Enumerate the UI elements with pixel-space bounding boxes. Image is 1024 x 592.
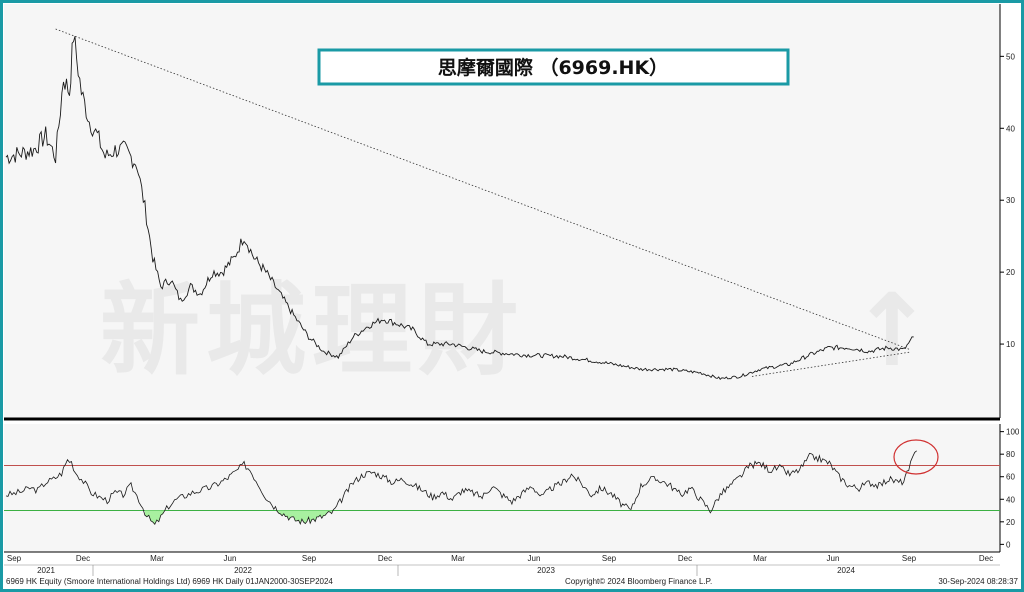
price-y-tick-label-4: 50 [1006,52,1015,61]
price-y-ticks: 10 20 30 40 50 [1000,52,1015,349]
price-y-tick-label-2: 30 [1006,196,1015,205]
x-month-label-13: Dec [979,554,993,563]
price-series [5,36,914,380]
x-month-label-6: Mar [451,554,465,563]
trendline-1 [751,351,911,377]
rsi-series [5,450,917,526]
x-year-label-3: 2024 [837,566,855,575]
rsi-y-tick-label-3: 60 [1006,473,1015,482]
x-year-label-1: 2022 [234,566,252,575]
x-year-label-0: 2021 [37,566,55,575]
x-month-label-3: Jun [224,554,237,563]
rsi-y-ticks: 0 20 40 60 80 100 [1000,428,1020,549]
price-y-tick-label-3: 40 [1006,124,1015,133]
x-month-label-8: Sep [602,554,617,563]
chart-title: 思摩爾國際 （6969.HK） [438,56,668,79]
x-month-label-1: Dec [76,554,90,563]
rsi-y-tick-label-1: 20 [1006,518,1015,527]
rsi-y-tick-label-2: 40 [1006,495,1015,504]
x-month-label-4: Sep [302,554,317,563]
x-month-label-5: Dec [378,554,392,563]
rsi-oversold-fill-1 [277,510,332,524]
footer-center: Copyright© 2024 Bloomberg Finance L.P. [565,577,712,586]
x-month-label-12: Sep [902,554,917,563]
trendlines [55,28,911,377]
price-y-tick-label-1: 20 [1006,268,1015,277]
footer-right: 30-Sep-2024 08:28:37 [938,577,1018,586]
x-month-label-2: Mar [150,554,164,563]
price-line [5,36,914,380]
x-month-label-11: Jun [827,554,840,563]
rsi-oversold-fill-0 [144,510,165,525]
x-axis-labels: Sep Dec Mar Jun Sep Dec Mar Jun Sep Dec Mar Jun Sep D… [7,554,993,576]
rsi-y-tick-label-0: 0 [1006,540,1011,549]
watermark-logo-icon: ↑ [850,272,934,389]
rsi-highlight-circle [893,439,939,475]
x-month-label-7: Jun [528,554,541,563]
rsi-line [5,450,917,526]
footer-left: 6969 HK Equity (Smoore International Hol… [6,577,333,586]
rsi-y-tick-label-4: 80 [1006,450,1015,459]
watermark-text: 新城理財 [100,272,524,389]
x-year-label-2: 2023 [537,566,555,575]
x-month-label-9: Dec [678,554,692,563]
x-month-label-10: Mar [753,554,767,563]
price-y-tick-label-0: 10 [1006,340,1015,349]
title-box [317,48,790,86]
x-month-label-0: Sep [7,554,22,563]
rsi-panel-background [4,424,1000,552]
rsi-reference-lines [4,464,1000,512]
rsi-y-tick-label-5: 100 [1006,428,1020,437]
